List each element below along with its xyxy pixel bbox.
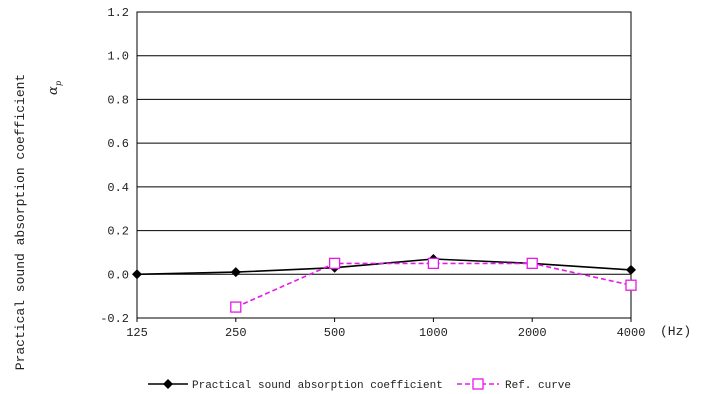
y-axis-ticks: -0.2 0.0 0.2 0.4 0.6 0.8 1.0 1.2 bbox=[100, 6, 129, 326]
data-point-0 bbox=[132, 269, 142, 280]
plot-area-frame bbox=[136, 11, 632, 319]
y-tick-label: 0.6 bbox=[107, 137, 129, 151]
y-tick-label: 0.0 bbox=[107, 268, 129, 282]
data-point-1 bbox=[328, 257, 341, 270]
series-line-0 bbox=[136, 258, 632, 276]
gridlines bbox=[137, 11, 631, 319]
y-tick-label: 0.4 bbox=[107, 181, 129, 195]
y-axis-symbol-alpha: α bbox=[46, 86, 61, 95]
data-point-0 bbox=[230, 267, 241, 278]
data-point-1 bbox=[625, 279, 637, 291]
y-tick-label: 0.8 bbox=[107, 93, 129, 107]
x-tick-label: 500 bbox=[324, 326, 346, 340]
legend-label-ref: Ref. curve bbox=[505, 380, 571, 392]
data-point-0 bbox=[626, 264, 636, 275]
x-axis-ticks: 125 250 500 1000 2000 4000 bbox=[126, 318, 645, 340]
legend-marker-practical bbox=[163, 379, 173, 389]
x-tick-label: 4000 bbox=[617, 326, 646, 340]
x-axis-unit: (Hz) bbox=[660, 324, 691, 339]
series-line-1 bbox=[235, 262, 632, 308]
series-layer bbox=[132, 253, 637, 313]
y-tick-label: 0.2 bbox=[107, 225, 129, 239]
x-tick-label: 125 bbox=[126, 326, 148, 340]
y-tick-label: -0.2 bbox=[100, 312, 129, 326]
data-point-1 bbox=[230, 301, 242, 313]
legend-marker-ref bbox=[472, 378, 484, 390]
data-point-1 bbox=[427, 257, 440, 270]
data-point-1 bbox=[526, 257, 538, 270]
y-tick-label: 1.0 bbox=[107, 50, 129, 64]
x-tick-label: 250 bbox=[225, 326, 247, 340]
legend: Practical sound absorption coefficient R… bbox=[148, 378, 571, 392]
y-axis-symbol: α p bbox=[46, 81, 63, 95]
x-tick-label: 2000 bbox=[518, 326, 547, 340]
legend-label-practical: Practical sound absorption coefficient bbox=[192, 380, 443, 392]
y-tick-label: 1.2 bbox=[107, 6, 129, 20]
y-axis-label: Practical sound absorption coefficient bbox=[13, 74, 28, 370]
x-tick-label: 1000 bbox=[419, 326, 448, 340]
y-axis-symbol-subscript: p bbox=[54, 81, 63, 86]
